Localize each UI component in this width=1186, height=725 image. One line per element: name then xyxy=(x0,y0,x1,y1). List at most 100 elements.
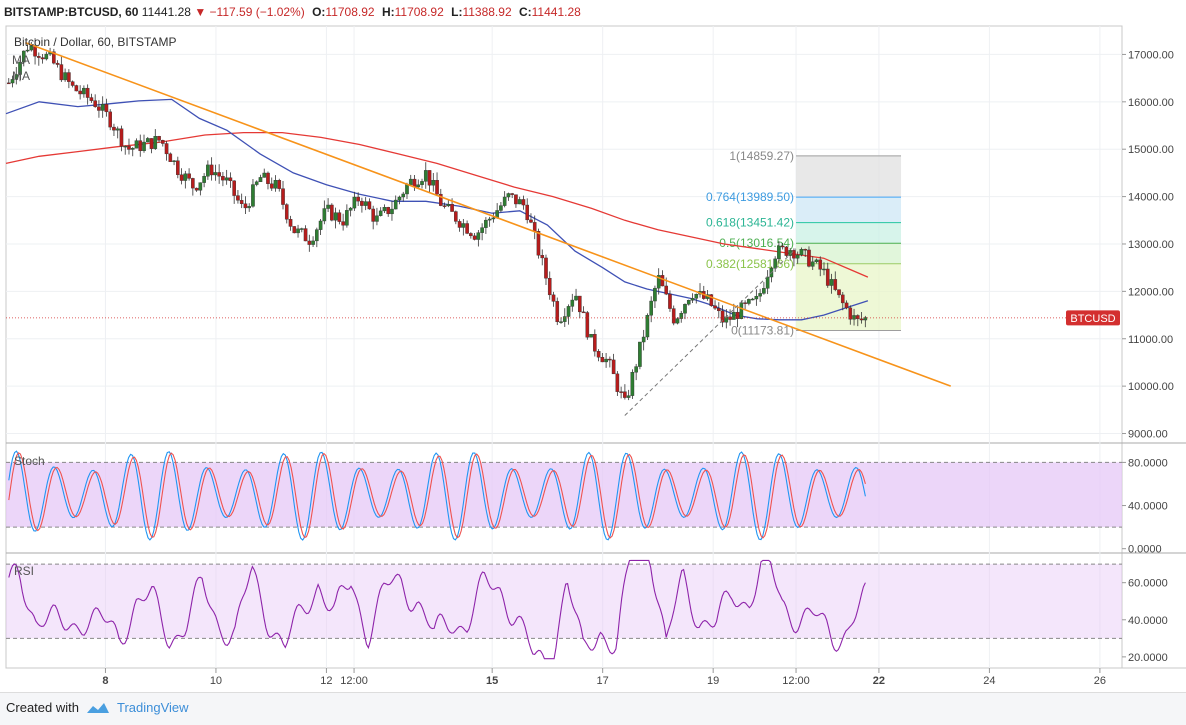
candle xyxy=(52,51,56,64)
price-change: −117.59 (−1.02%) xyxy=(209,5,305,19)
x-tick-label: 26 xyxy=(1094,675,1106,687)
ma-label[interactable]: MA xyxy=(12,69,30,83)
fib-zone xyxy=(796,197,902,223)
trendline[interactable] xyxy=(25,41,952,387)
candle xyxy=(611,359,616,375)
candle xyxy=(119,128,124,147)
candle xyxy=(311,240,315,245)
candle xyxy=(89,97,94,101)
y-tick-label: 80.0000 xyxy=(1128,457,1168,469)
candle xyxy=(232,180,236,196)
candle xyxy=(142,141,146,152)
tradingview-link[interactable]: TradingView xyxy=(117,700,189,715)
candle xyxy=(37,56,41,58)
candle xyxy=(656,275,661,289)
candle xyxy=(100,103,105,111)
candle xyxy=(626,395,631,398)
y-tick-label: 16000.00 xyxy=(1128,97,1174,109)
candle xyxy=(461,223,466,228)
candle xyxy=(799,249,804,256)
fibonacci-anchor-line[interactable] xyxy=(624,248,797,416)
candle xyxy=(130,147,135,150)
x-tick-label: 15 xyxy=(486,675,498,687)
candle xyxy=(653,287,657,302)
candle xyxy=(224,177,229,181)
candle xyxy=(307,240,312,245)
candle xyxy=(713,305,717,309)
price-axis[interactable]: 17000.00 16000.00 15000.00 14000.00 13000.00… xyxy=(1122,49,1174,441)
candle xyxy=(630,372,635,396)
candle xyxy=(566,306,571,317)
candle xyxy=(206,164,210,177)
candle xyxy=(792,250,796,259)
candle xyxy=(108,111,112,128)
candle xyxy=(517,199,522,205)
candle xyxy=(10,79,15,84)
candle xyxy=(694,293,699,299)
candle xyxy=(532,222,537,232)
candle xyxy=(521,199,526,206)
candle xyxy=(604,358,608,363)
ma-label[interactable]: MA xyxy=(12,53,30,67)
y-tick-label: 17000.00 xyxy=(1128,49,1174,61)
candle xyxy=(634,366,638,373)
candle xyxy=(559,321,563,323)
candle xyxy=(326,204,330,209)
fibonacci-retracement[interactable] xyxy=(796,155,902,331)
candle xyxy=(247,206,251,209)
candle xyxy=(454,211,458,222)
candle xyxy=(442,205,447,207)
rsi-pane[interactable]: RSI 60.0000 40.0000 20.0000 xyxy=(6,559,1168,664)
candle xyxy=(179,174,184,181)
candle xyxy=(390,208,394,215)
rsi-label[interactable]: RSI xyxy=(14,564,34,578)
time-axis[interactable]: 8 10 12 12:00 15 17 19 12:00 22 24 26 xyxy=(102,668,1106,687)
candle xyxy=(44,53,49,60)
candle xyxy=(393,199,398,210)
x-tick-label: 10 xyxy=(210,675,222,687)
candle xyxy=(149,138,154,149)
candle xyxy=(262,172,267,178)
price-pane[interactable]: 1(14859.27) 0.764(13989.50) 0.618(13451.42… xyxy=(5,35,1174,441)
candle xyxy=(123,145,128,148)
y-tick-label: 13000.00 xyxy=(1128,239,1174,251)
x-tick-label: 22 xyxy=(873,675,885,687)
candle xyxy=(574,295,578,301)
candle xyxy=(363,201,368,206)
symbol-title[interactable]: BITSTAMP:BTCUSD, 60 xyxy=(4,5,139,19)
y-tick-label: 40.0000 xyxy=(1128,501,1168,513)
candle xyxy=(277,180,282,189)
price-tag: BTCUSD xyxy=(1066,310,1120,326)
symbol-header: BITSTAMP:BTCUSD, 60 11441.28 ▼ −117.59 (… xyxy=(0,0,1186,24)
candle xyxy=(228,177,233,182)
candle xyxy=(78,90,82,95)
footer: Created with TradingView xyxy=(0,692,1186,725)
rsi-axis[interactable]: 60.0000 40.0000 20.0000 xyxy=(1122,578,1168,664)
tradingview-logo-icon[interactable] xyxy=(86,702,110,714)
x-tick-label: 8 xyxy=(102,675,108,687)
candle xyxy=(562,316,567,322)
candle xyxy=(104,103,109,113)
candle xyxy=(21,50,26,63)
open-label: O: xyxy=(312,5,326,19)
candle xyxy=(191,178,195,189)
candle xyxy=(397,196,402,201)
stoch-label[interactable]: Stoch xyxy=(14,454,45,468)
candle xyxy=(814,259,819,263)
candle xyxy=(502,196,507,206)
candle xyxy=(735,311,740,319)
fib-level-label: 0.618(13451.42) xyxy=(706,216,794,230)
stochastic-pane[interactable]: Stoch 80.0000 40.0000 0.0000 xyxy=(6,450,1168,556)
candle xyxy=(14,74,19,80)
stoch-axis[interactable]: 80.0000 40.0000 0.0000 xyxy=(1122,457,1168,556)
candle xyxy=(856,315,860,320)
candle xyxy=(25,49,30,52)
x-tick-label: 19 xyxy=(707,675,719,687)
y-tick-label: 10000.00 xyxy=(1128,381,1174,393)
candle xyxy=(322,208,327,222)
candle xyxy=(570,299,575,307)
chart-area[interactable]: 1(14859.27) 0.764(13989.50) 0.618(13451.42… xyxy=(0,24,1186,692)
candle xyxy=(258,177,263,183)
candle xyxy=(360,200,364,206)
candle xyxy=(85,87,90,98)
